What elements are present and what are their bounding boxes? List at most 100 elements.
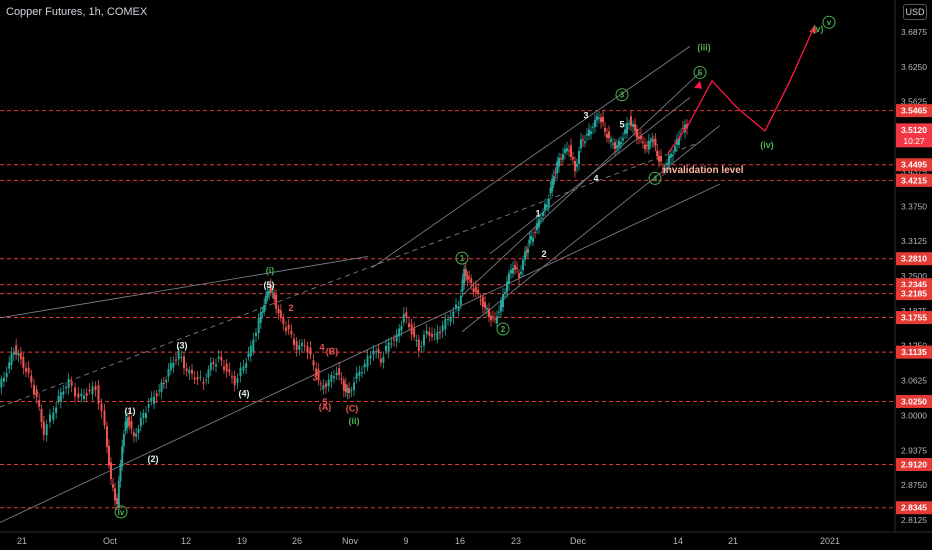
candle-body	[25, 368, 27, 372]
level-label-8: 3.0250	[901, 396, 927, 406]
candle-body	[584, 141, 586, 144]
candle-body	[62, 391, 65, 395]
candle-body	[137, 428, 140, 433]
candle-body	[261, 311, 264, 313]
candle-body	[372, 350, 375, 356]
candle-body	[468, 277, 471, 279]
candle-body	[330, 374, 333, 382]
level-label-bg-10	[896, 501, 932, 515]
candle-body	[361, 372, 363, 374]
candle-body	[415, 340, 418, 342]
candle-body	[457, 306, 460, 311]
wave-circle-8	[496, 322, 510, 336]
candle-body	[375, 351, 378, 353]
candle-body	[122, 434, 125, 447]
y-tick-14: 2.8125	[901, 515, 927, 525]
y-tick-2: 3.5625	[901, 97, 927, 107]
wave-label-1: (ii)	[349, 416, 360, 426]
candle-body	[150, 397, 153, 401]
currency-button[interactable]: USD	[903, 4, 927, 20]
candle-body	[33, 385, 35, 395]
candle-body	[145, 412, 147, 419]
candle-body	[271, 291, 274, 293]
wave-label-0: (i)	[266, 265, 275, 275]
wave-label-19: 3	[583, 110, 588, 120]
wave-label-15: (4)	[239, 389, 250, 399]
x-tick-5: Nov	[342, 536, 359, 546]
candle-body	[525, 250, 528, 252]
candle-body	[568, 150, 570, 152]
candle-body	[393, 339, 395, 341]
candle-body	[570, 145, 572, 157]
projection-arrow-1	[809, 25, 817, 34]
candle-body	[666, 163, 668, 165]
candle-body	[333, 376, 335, 379]
wave-label-28: (C)	[346, 404, 359, 414]
candle-body	[514, 265, 516, 270]
candle-body	[540, 217, 542, 219]
channel-line-1	[0, 141, 701, 408]
candle-body	[160, 382, 163, 392]
candle-body	[520, 271, 522, 275]
candle-body	[301, 342, 303, 346]
candle-body	[506, 281, 508, 293]
candle-body	[57, 396, 60, 401]
candle-body	[342, 380, 345, 391]
candle-body	[402, 313, 405, 323]
candle-body	[558, 157, 560, 167]
candle-body	[167, 369, 170, 377]
candle-body	[285, 327, 287, 332]
candle-body	[606, 134, 608, 138]
candle-body	[500, 300, 502, 312]
level-label-3: 3.2810	[901, 254, 927, 264]
candle-body	[470, 278, 473, 284]
candle-body	[608, 131, 610, 139]
candle-body	[449, 317, 452, 322]
candle-body	[220, 356, 223, 361]
candle-body	[196, 377, 199, 380]
candle-body	[518, 273, 520, 278]
wave-label-10: 4	[653, 174, 658, 183]
candle-body	[592, 126, 594, 128]
candle-body	[390, 343, 393, 345]
candle-body	[532, 237, 534, 242]
candle-body	[290, 330, 293, 335]
candle-body	[656, 150, 659, 157]
candle-body	[651, 138, 654, 142]
wave-label-5: iv	[118, 508, 125, 517]
candle-body	[49, 414, 51, 422]
candle-body	[106, 426, 108, 448]
level-label-bg-0	[896, 104, 932, 118]
level-label-0: 3.5465	[901, 106, 927, 116]
candle-body	[594, 119, 596, 128]
candle-body	[158, 390, 161, 392]
candle-body	[618, 140, 620, 147]
candle-body	[346, 388, 349, 393]
candle-body	[508, 273, 510, 284]
candle-body	[636, 128, 638, 138]
candle-body	[228, 369, 231, 373]
candle-body	[502, 293, 504, 308]
wave-label-6: v	[827, 18, 832, 27]
candle-body	[114, 488, 116, 501]
candle-body	[74, 387, 76, 397]
candle-body	[654, 138, 657, 146]
candle-body	[477, 289, 480, 294]
projection-path	[667, 24, 816, 154]
candle-body	[574, 160, 576, 172]
y-tick-8: 3.1875	[901, 306, 927, 316]
wave-label-24: 4	[319, 342, 324, 352]
candle-body	[602, 116, 604, 123]
level-label-7: 3.1135	[901, 347, 927, 357]
candle-body	[124, 421, 127, 431]
candle-body	[566, 148, 568, 152]
candle-body	[188, 370, 191, 374]
candle-body	[547, 199, 550, 207]
candle-body	[327, 379, 330, 387]
candle-body	[239, 367, 242, 377]
current-price-label: 3.5120	[901, 125, 927, 135]
candle-body	[586, 133, 588, 136]
candle-body	[512, 268, 514, 274]
candle-body	[504, 292, 506, 294]
